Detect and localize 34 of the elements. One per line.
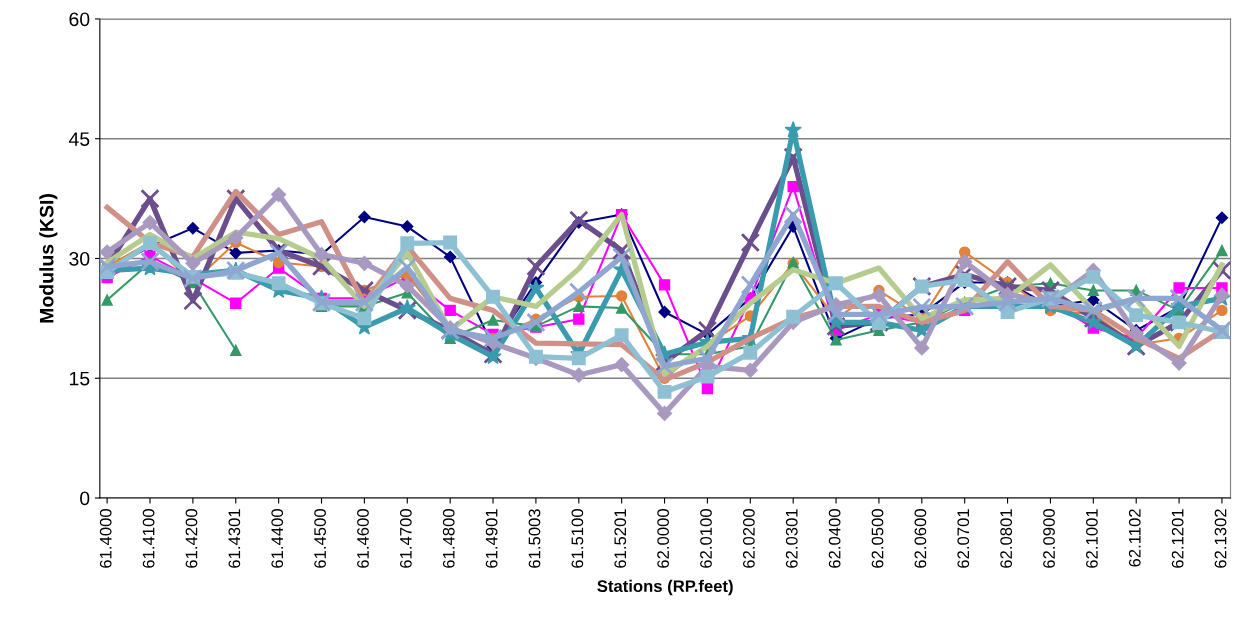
x-tick-label: 62.0701 [957,509,970,568]
x-tick-label: 62.1001 [1085,509,1098,568]
y-tick-label: 60 [69,12,90,27]
y-tick-label: 45 [68,132,90,146]
x-axis-title: Stations (RP.feet) [597,579,733,596]
x-tick-label: 61.4400 [271,509,284,568]
x-tick-label: 61.4500 [314,509,326,568]
x-tick-label: 62.0100 [700,509,712,568]
x-tick-label: 62.0900 [1043,509,1055,568]
x-tick-label: 61.4301 [228,509,241,568]
x-tick-label: 62.0500 [871,509,884,568]
x-tick-label: 61.4200 [185,509,198,568]
x-tick-label: 61.4000 [99,509,112,568]
x-tick-label: 62.0801 [1000,509,1013,568]
y-axis-title: Modulus (KSI) [39,194,58,323]
x-tick-label: 62.1201 [1171,509,1184,568]
x-tick-label: 62.0301 [785,509,798,568]
x-tick-label: 61.5003 [528,509,541,568]
x-tick-label: 61.4100 [142,509,155,568]
x-tick-label: 62.0600 [914,509,927,568]
y-tick-label: 15 [69,371,90,386]
x-tick-label: 62.0400 [828,509,841,568]
x-tick-label: 62.1302 [1214,509,1227,568]
x-tick-label: 62.0000 [657,509,670,568]
x-tick-label: 62.1102 [1128,509,1141,567]
x-tick-label: 61.5201 [614,509,627,568]
y-tick-label: 30 [69,251,90,266]
x-tick-label: 61.4600 [357,509,369,568]
x-tick-label: 62.0200 [742,509,755,568]
y-tick-label: 0 [80,491,90,506]
x-tick-label: 61.4800 [442,509,455,568]
x-tick-label: 61.5100 [571,509,584,568]
x-tick-label: 61.4901 [485,509,498,568]
x-tick-label: 61.4700 [399,509,412,568]
